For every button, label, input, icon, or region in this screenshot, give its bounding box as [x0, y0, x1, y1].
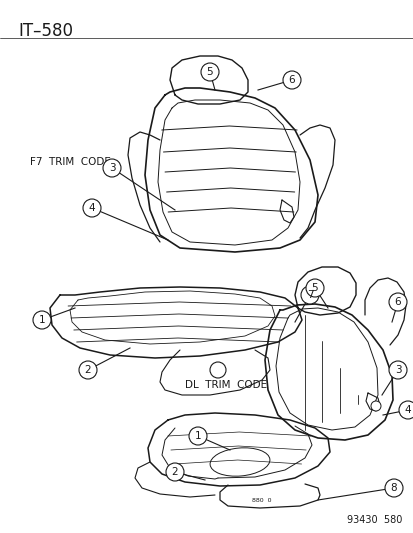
Ellipse shape	[209, 448, 269, 476]
Text: 4: 4	[88, 203, 95, 213]
Text: 2: 2	[85, 365, 91, 375]
Circle shape	[398, 401, 413, 419]
Text: 880  0: 880 0	[252, 497, 271, 503]
Circle shape	[103, 159, 121, 177]
Circle shape	[305, 279, 323, 297]
Circle shape	[189, 427, 206, 445]
Text: 3: 3	[394, 365, 400, 375]
Text: 6: 6	[288, 75, 294, 85]
Circle shape	[201, 63, 218, 81]
Circle shape	[33, 311, 51, 329]
Circle shape	[83, 199, 101, 217]
Text: 93430  580: 93430 580	[346, 515, 401, 525]
Circle shape	[370, 401, 380, 411]
Text: 2: 2	[171, 467, 178, 477]
Text: F7  TRIM  CODE: F7 TRIM CODE	[30, 157, 111, 167]
Text: 5: 5	[311, 283, 318, 293]
Circle shape	[282, 71, 300, 89]
Circle shape	[166, 463, 183, 481]
Circle shape	[209, 362, 225, 378]
Text: 1: 1	[38, 315, 45, 325]
Circle shape	[388, 361, 406, 379]
Text: 1: 1	[194, 431, 201, 441]
Circle shape	[384, 479, 402, 497]
Text: 8: 8	[390, 483, 396, 493]
Text: 5: 5	[206, 67, 213, 77]
Circle shape	[300, 286, 318, 304]
Text: 3: 3	[109, 163, 115, 173]
Text: 4: 4	[404, 405, 411, 415]
Circle shape	[79, 361, 97, 379]
Text: IT–580: IT–580	[18, 22, 73, 40]
Text: 7: 7	[306, 290, 313, 300]
Text: DL  TRIM  CODE: DL TRIM CODE	[185, 380, 266, 390]
Circle shape	[388, 293, 406, 311]
Text: 6: 6	[394, 297, 400, 307]
